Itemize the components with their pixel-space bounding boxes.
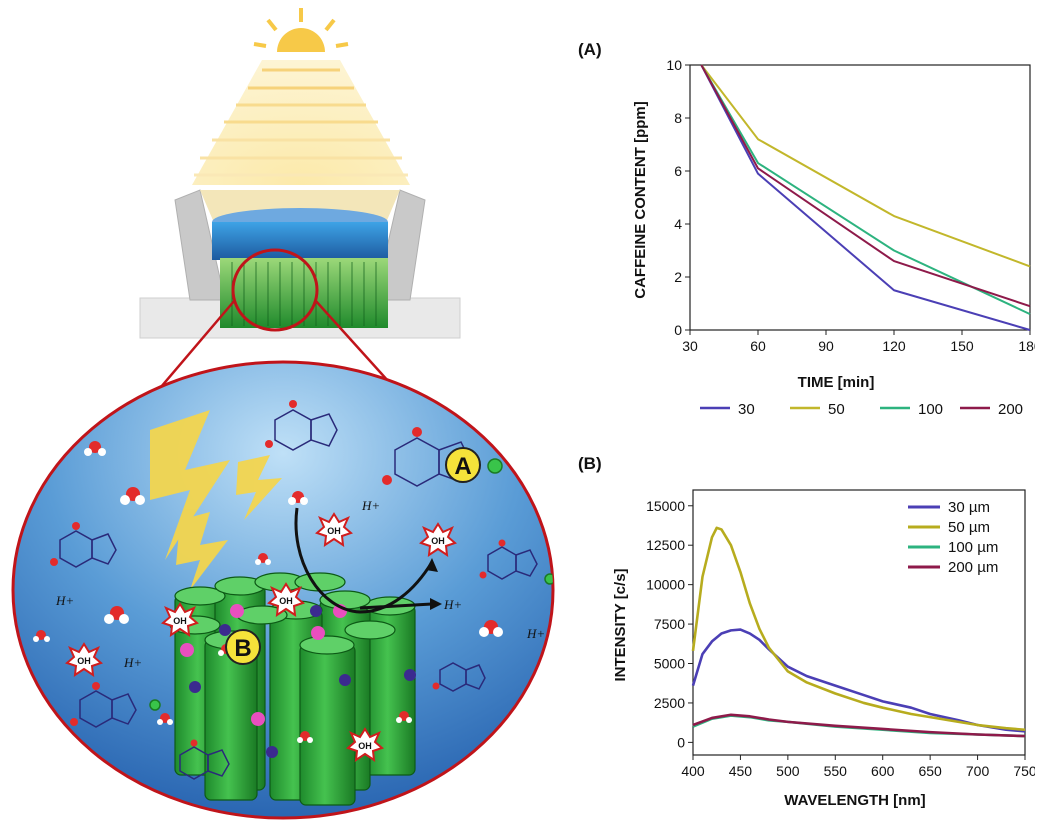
svg-text:OH: OH — [327, 526, 341, 536]
svg-text:H+: H+ — [443, 597, 462, 612]
reaction-arrows — [294, 507, 442, 614]
series-line-100 — [700, 64, 1031, 316]
label-b-marker: B — [225, 629, 261, 665]
x-tick-label: 400 — [681, 763, 705, 779]
x-axis-label-a: TIME [min] — [798, 374, 875, 391]
svg-text:OH: OH — [358, 741, 372, 751]
x-tick-label: 550 — [824, 763, 848, 779]
y-tick-label: 2 — [674, 269, 682, 285]
caffeine-molecules — [50, 400, 553, 780]
legend-label: 50 µm — [948, 519, 990, 536]
y-tick-label: 6 — [674, 163, 682, 179]
legend-label: 200 — [998, 401, 1023, 418]
x-tick-label: 120 — [882, 338, 906, 354]
series-line-200m — [692, 713, 1026, 738]
svg-text:H+: H+ — [361, 498, 380, 513]
zoom-view: OH OH OH OH OH OH — [11, 360, 555, 820]
x-tick-label: 180 — [1018, 338, 1035, 354]
svg-text:H+: H+ — [55, 593, 74, 608]
y-tick-label: 0 — [677, 734, 685, 750]
legend-label: 30 — [738, 401, 755, 418]
svg-text:OH: OH — [279, 596, 293, 606]
svg-text:A: A — [454, 453, 471, 480]
sun-icon — [253, 8, 349, 52]
legend-b: 30 µm 50 µm 100 µm 200 µm — [908, 499, 998, 576]
hydroxyl-radicals: OH OH OH OH OH OH — [65, 512, 457, 763]
x-tick-label: 750 — [1013, 763, 1035, 779]
y-tick-label: 8 — [674, 110, 682, 126]
panel-label-b: (B) — [578, 454, 602, 473]
x-tick-label: 500 — [776, 763, 800, 779]
y-tick-label: 2500 — [654, 695, 685, 711]
chart-a: (A) 30 60 90 120 150 180 0 2 4 6 8 10 TIME [min] CA… — [578, 40, 1035, 418]
legend-label: 200 µm — [948, 559, 998, 576]
y-axis-label-a: CAFFEINE CONTENT [ppm] — [632, 101, 649, 298]
series-line-30 — [700, 64, 1031, 331]
y-tick-label: 10000 — [646, 577, 685, 593]
reactor-vessel — [139, 189, 461, 339]
x-tick-label: 650 — [918, 763, 942, 779]
x-tick-label: 150 — [950, 338, 974, 354]
series-line-200 — [700, 64, 1031, 308]
water-molecules — [33, 441, 503, 743]
legend-label: 50 — [828, 401, 845, 418]
x-tick-label: 90 — [818, 338, 834, 354]
panel-label-a: (A) — [578, 40, 602, 59]
series-line-50m — [691, 526, 1026, 732]
legend-label: 30 µm — [948, 499, 990, 516]
plot-frame — [689, 64, 1031, 331]
legend-label: 100 — [918, 401, 943, 418]
y-tick-label: 0 — [674, 322, 682, 338]
plot-frame — [692, 489, 1026, 756]
y-tick-label: 7500 — [654, 616, 685, 632]
y-tick-label: 4 — [674, 216, 682, 232]
x-tick-label: 60 — [750, 338, 766, 354]
y-tick-label: 12500 — [646, 537, 685, 553]
x-tick-label: 700 — [966, 763, 990, 779]
proton-labels: H+ H+ H+ H+ H+ — [55, 498, 545, 670]
light-beam — [192, 60, 410, 185]
series-line-30m — [691, 628, 1026, 733]
legend-label: 100 µm — [948, 539, 998, 556]
svg-text:H+: H+ — [526, 626, 545, 641]
x-tick-label: 600 — [871, 763, 895, 779]
svg-text:OH: OH — [173, 616, 187, 626]
chart-b: (B) 400 450 500 550 600 650 700 750025005000750… — [578, 454, 1035, 809]
y-tick-label: 10 — [666, 57, 682, 73]
x-tick-label: 450 — [729, 763, 753, 779]
series-line-50 — [700, 64, 1031, 268]
y-tick-label: 15000 — [646, 498, 685, 514]
x-tick-label: 30 — [682, 338, 698, 354]
y-axis-label-b: INTENSITY [c/s] — [612, 568, 629, 681]
svg-text:OH: OH — [431, 536, 445, 546]
lightning-icon — [150, 410, 282, 590]
y-tick-label: 5000 — [654, 656, 685, 672]
legend-a: 30 50 100 200 — [700, 401, 1023, 418]
svg-text:B: B — [234, 635, 251, 662]
charge-carriers — [180, 604, 416, 758]
photocatalysis-illustration: OH OH OH OH OH OH — [11, 8, 555, 820]
label-a-marker: A — [445, 447, 481, 483]
svg-text:H+: H+ — [123, 655, 142, 670]
x-axis-label-b: WAVELENGTH [nm] — [784, 792, 925, 809]
svg-text:OH: OH — [77, 656, 91, 666]
